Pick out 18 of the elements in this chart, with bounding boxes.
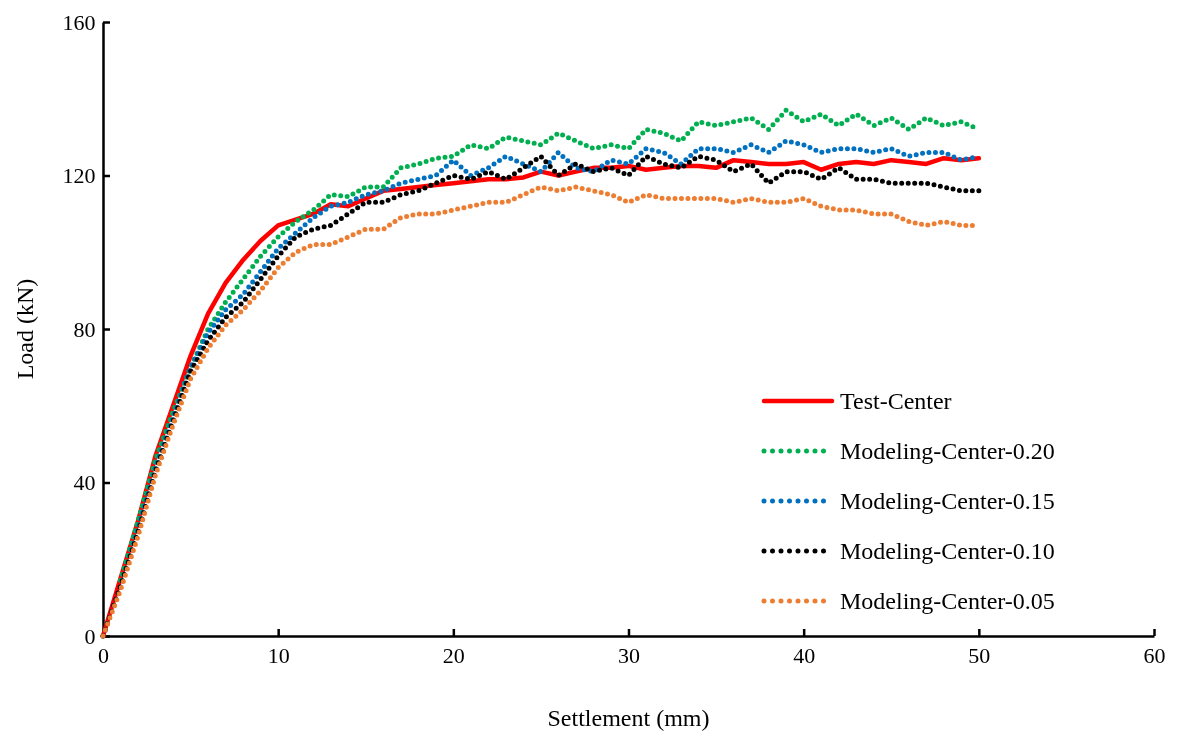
y-tick-label: 40 [73,470,96,496]
x-axis-title: Settlement (mm) [547,705,710,731]
x-tick-label: 30 [618,643,640,669]
legend-label: Modeling-Center-0.05 [840,588,1055,615]
y-tick-label: 160 [62,9,96,35]
legend-label: Modeling-Center-0.10 [840,538,1055,565]
x-tick-label: 40 [793,643,816,669]
x-tick-label: 60 [1143,643,1166,669]
legend-label: Modeling-Center-0.20 [840,438,1055,465]
x-tick-label: 20 [442,643,465,669]
x-tick-label: 50 [968,643,991,669]
y-tick-label: 0 [84,623,96,649]
y-tick-label: 80 [73,316,96,342]
legend-label: Modeling-Center-0.15 [840,488,1055,515]
x-tick-label: 10 [267,643,290,669]
y-tick-label: 120 [62,163,96,189]
legend-label: Test-Center [840,388,952,415]
y-axis-title: Load (kN) [12,278,38,380]
